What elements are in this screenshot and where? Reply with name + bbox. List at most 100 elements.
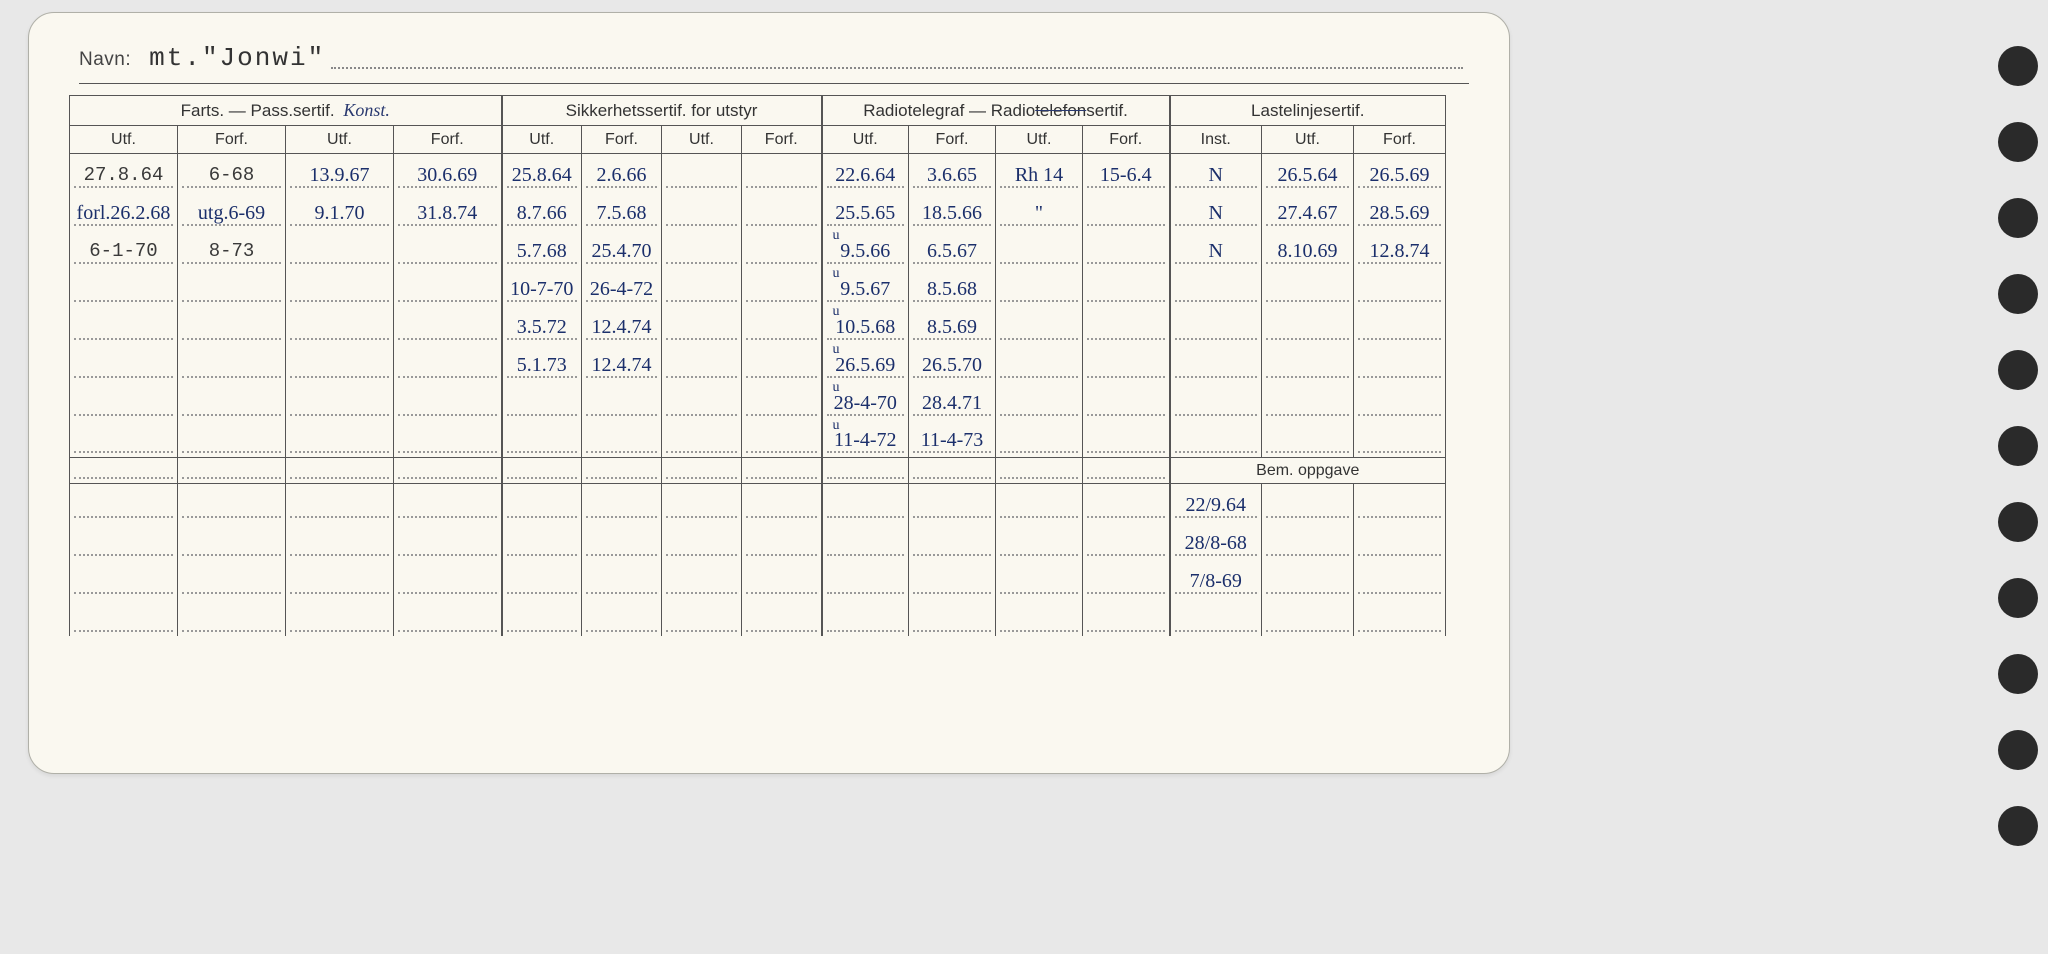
table-cell: [394, 484, 502, 522]
cell-inner: 26.5.70: [913, 347, 991, 378]
cell-inner: [74, 271, 173, 302]
sub-header: Utf.: [502, 126, 582, 154]
cell-inner: [1000, 448, 1078, 479]
table-cell: [286, 268, 394, 306]
table-cell: [178, 484, 286, 522]
cell-inner: [1087, 233, 1165, 264]
table-cell: [662, 560, 742, 598]
cell-inner: [746, 385, 817, 416]
cell-inner: [398, 233, 497, 264]
table-cell: [394, 598, 502, 636]
cell-inner: 28.4.71: [913, 385, 991, 416]
table-cell: [1354, 268, 1446, 306]
cell-inner: [666, 563, 737, 594]
cell-inner: [1000, 525, 1078, 556]
cell-value: 5.7.68: [517, 241, 567, 261]
table-cell: forl.26.2.68: [70, 192, 178, 230]
cell-inner: 27.4.67: [1266, 195, 1349, 226]
table-cell: [742, 382, 822, 420]
cell-inner: [1000, 601, 1078, 632]
cell-inner: [1000, 347, 1078, 378]
cell-inner: [74, 347, 173, 378]
cell-inner: [398, 309, 497, 340]
cell-inner: 5.7.68: [507, 233, 578, 264]
table-cell: 7.5.68: [582, 192, 662, 230]
table-cell: [394, 230, 502, 268]
cell-inner: [1087, 271, 1165, 302]
cell-value: 11-4-73: [921, 430, 984, 450]
table-row: 7/8-69: [70, 560, 1446, 598]
table-cell: [502, 598, 582, 636]
cell-inner: [1266, 422, 1349, 453]
table-cell: [394, 382, 502, 420]
cell-inner: [290, 525, 389, 556]
cell-inner: [74, 563, 173, 594]
table-cell: 13.9.67: [286, 154, 394, 192]
cell-value: 28.5.69: [1370, 203, 1430, 223]
cell-inner: [1175, 347, 1258, 378]
cell-value: 7/8-69: [1190, 571, 1242, 591]
table-cell: [1262, 382, 1354, 420]
table-cell: [662, 382, 742, 420]
table-row: 3.5.7212.4.74u10.5.688.5.69: [70, 306, 1446, 344]
cell-value: 27.8.64: [84, 166, 164, 185]
table-cell: 25.5.65: [822, 192, 909, 230]
cell-inner: 26.5.64: [1266, 157, 1349, 188]
cell-inner: [1000, 563, 1078, 594]
cell-value: 9.5.67: [840, 279, 890, 299]
cell-value: 12.4.74: [592, 317, 652, 337]
table-cell: [662, 306, 742, 344]
cell-inner: [398, 601, 497, 632]
cell-value: Rh 14: [1015, 165, 1063, 185]
cell-inner: [1175, 385, 1258, 416]
cell-value: N: [1209, 241, 1223, 261]
table-cell: [582, 598, 662, 636]
sub-header: Forf.: [582, 126, 662, 154]
table-cell: [178, 522, 286, 560]
cell-inner: [290, 563, 389, 594]
table-cell: [1354, 382, 1446, 420]
cell-inner: [666, 601, 737, 632]
punch-holes: [1988, 0, 2048, 954]
cell-inner: [586, 487, 657, 518]
table-cell: [1170, 344, 1262, 382]
sub-header: Forf.: [1354, 126, 1446, 154]
table-cell: [742, 154, 822, 192]
cell-inner: [290, 309, 389, 340]
table-cell: [822, 484, 909, 522]
table-cell: 8-73: [178, 230, 286, 268]
table-cell: 2.6.66: [582, 154, 662, 192]
cell-inner: ": [1000, 195, 1078, 226]
cell-inner: forl.26.2.68: [74, 195, 173, 226]
cell-inner: [398, 448, 497, 479]
table-cell: [1354, 306, 1446, 344]
table-cell: [70, 484, 178, 522]
table-cell: 6-1-70: [70, 230, 178, 268]
cell-value: 8.7.66: [517, 203, 567, 223]
punch-hole: [1998, 730, 2038, 770]
cell-inner: [586, 563, 657, 594]
cell-value: utg.6-69: [198, 203, 265, 223]
table-row: 10-7-7026-4-72u9.5.678.5.68: [70, 268, 1446, 306]
cell-inner: [1000, 271, 1078, 302]
table-cell: [662, 154, 742, 192]
table-cell: [1170, 598, 1262, 636]
cell-inner: [182, 271, 281, 302]
cell-value: 11-4-72: [834, 430, 897, 450]
table-cell: 5.7.68: [502, 230, 582, 268]
cell-inner: [746, 525, 817, 556]
table-cell: [996, 458, 1083, 484]
table-cell: [582, 522, 662, 560]
cell-inner: [182, 309, 281, 340]
index-card: Navn: mt."Jonwi" Farts. — Pass.sertif. K…: [28, 12, 1510, 774]
cell-value: 12.4.74: [592, 355, 652, 375]
table-cell: 9.1.70: [286, 192, 394, 230]
table-cell: 15-6.4: [1083, 154, 1170, 192]
sub-header: Forf.: [394, 126, 502, 154]
cell-value: 3.6.65: [927, 165, 977, 185]
table-cell: [996, 230, 1083, 268]
table-cell: [662, 522, 742, 560]
table-cell: [502, 484, 582, 522]
table-cell: [1170, 268, 1262, 306]
table-cell: N: [1170, 154, 1262, 192]
